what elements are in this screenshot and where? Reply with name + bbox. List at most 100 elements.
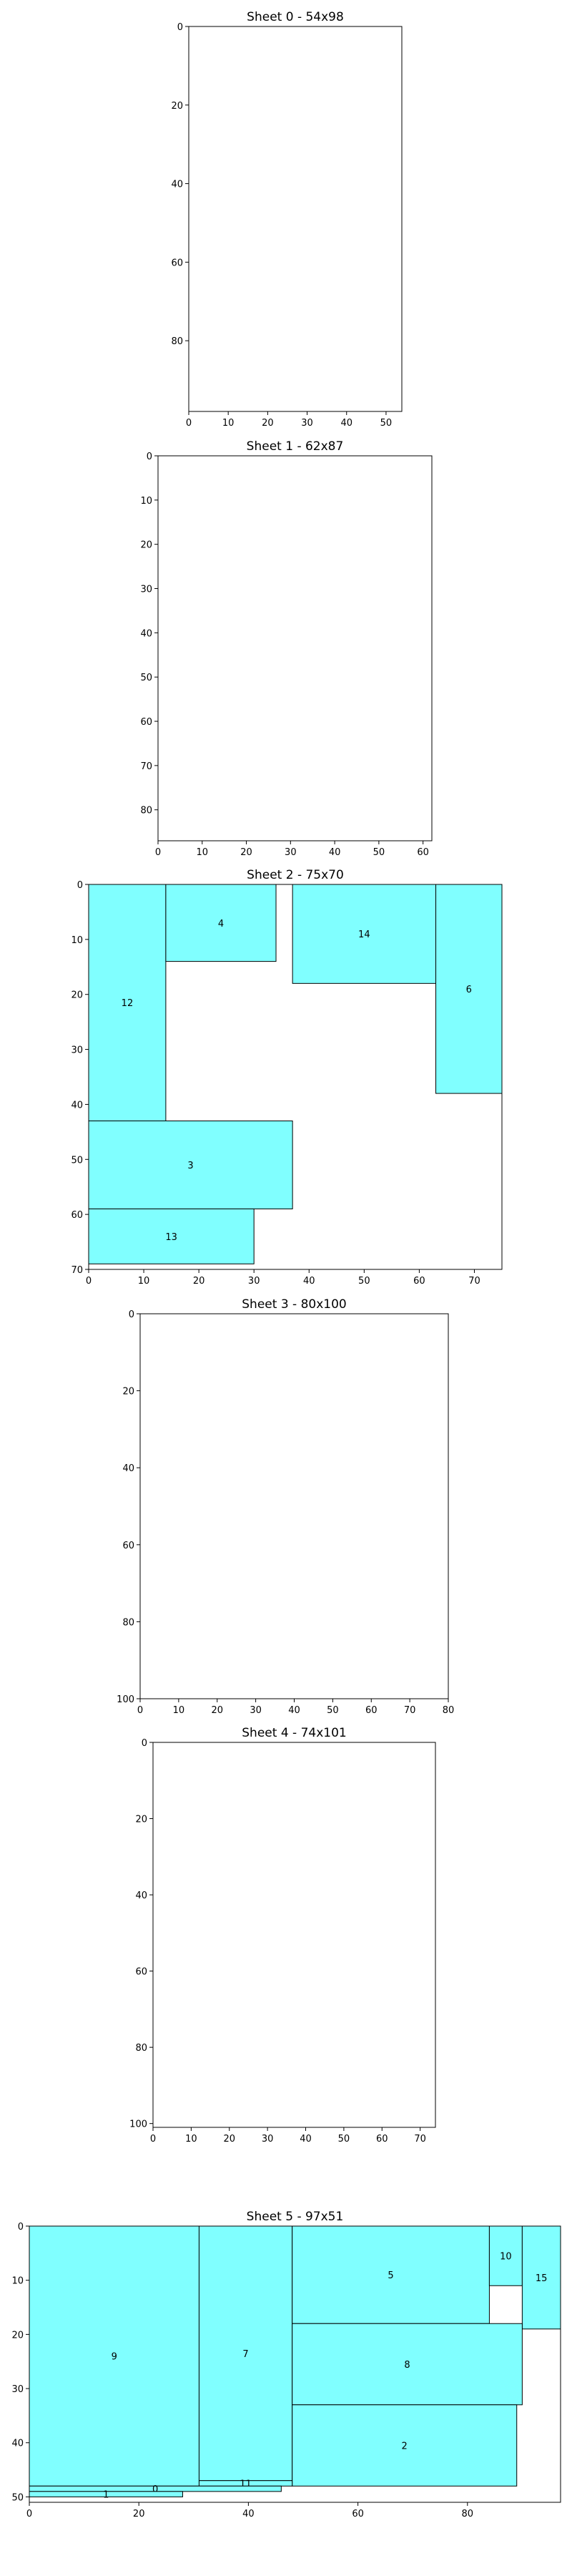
y-tick-label: 20: [122, 1387, 134, 1397]
x-tick-label: 20: [262, 418, 274, 429]
y-tick-label: 50: [11, 2492, 24, 2503]
x-tick-label: 20: [211, 1705, 223, 1716]
piece-rect: [292, 884, 437, 984]
y-tick-label: 50: [71, 1155, 83, 1166]
y-tick-label: 60: [171, 258, 183, 268]
y-tick-label: 0: [77, 880, 83, 891]
x-tick-label: 40: [340, 418, 352, 429]
x-tick-label: 60: [417, 847, 429, 858]
piece-label: 2: [402, 2441, 408, 2452]
y-tick-label: 80: [171, 336, 183, 347]
y-tick-label: 30: [11, 2384, 24, 2395]
x-tick-label: 60: [352, 2509, 364, 2519]
x-tick-label: 20: [133, 2509, 145, 2519]
piece-label: 9: [112, 2352, 117, 2363]
x-tick-label: 50: [327, 1705, 339, 1716]
x-tick-label: 70: [468, 1276, 480, 1287]
sheet-title: Sheet 0 - 54x98: [247, 10, 344, 24]
piece-label: 10: [500, 2252, 512, 2263]
x-tick-label: 70: [404, 1705, 416, 1716]
piece-label: 7: [242, 2349, 248, 2360]
piece-rect: [29, 2225, 199, 2487]
axes-border: [88, 884, 503, 1270]
x-tick-label: 60: [413, 1276, 425, 1287]
piece-rect: [292, 2323, 523, 2406]
y-tick-label: 100: [117, 1694, 134, 1705]
piece-rect: [88, 1208, 255, 1264]
axes-border: [157, 455, 433, 841]
x-tick-label: 30: [262, 2134, 274, 2145]
y-tick-label: 10: [140, 496, 152, 507]
y-tick-label: 40: [71, 1100, 83, 1111]
piece-label: 0: [152, 2484, 158, 2495]
axes-frame: [157, 455, 433, 841]
x-tick-label: 10: [222, 418, 235, 429]
sheet-4: Sheet 4 - 74x101 0 10 20 30 40 50 60 70 0 20 40 60 80…: [129, 1726, 436, 2145]
x-tick-label: 10: [197, 847, 209, 858]
x-tick-label: 0: [86, 1276, 92, 1287]
y-tick-label: 60: [122, 1541, 134, 1551]
x-tick-label: 40: [288, 1705, 300, 1716]
x-tick-label: 10: [173, 1705, 185, 1716]
y-tick-label: 0: [147, 452, 152, 462]
x-tick-label: 40: [303, 1276, 315, 1287]
y-tick-label: 100: [129, 2119, 147, 2130]
x-tick-label: 40: [300, 2134, 312, 2145]
piece-label: 12: [122, 998, 134, 1009]
y-tick-label: 0: [18, 2222, 24, 2233]
y-tick-label: 20: [171, 101, 183, 112]
x-tick-label: 50: [373, 847, 385, 858]
sheet-title: Sheet 5 - 97x51: [247, 2210, 344, 2224]
x-tick-label: 80: [462, 2509, 474, 2519]
y-tick-label: 0: [142, 1738, 147, 1749]
x-tick-label: 20: [223, 2134, 235, 2145]
x-tick-label: 30: [301, 418, 313, 429]
piece-rect: [198, 2225, 293, 2482]
x-tick-label: 50: [358, 1276, 370, 1287]
sheet-3: Sheet 3 - 80x100 0 10 20 30 40 50 60 70 80 0 20 40 60…: [117, 1297, 454, 1716]
y-tick-label: 20: [11, 2330, 24, 2341]
piece-rect: [165, 884, 277, 962]
y-tick-label: 30: [140, 585, 152, 595]
piece-rect: [488, 2225, 523, 2286]
y-tick-label: 80: [122, 1617, 134, 1628]
y-tick-label: 60: [135, 1967, 147, 1978]
sheet-title: Sheet 1 - 62x87: [247, 439, 344, 454]
y-tick-label: 10: [71, 935, 83, 946]
y-tick-label: 20: [140, 540, 152, 551]
x-tick-label: 10: [185, 2134, 197, 2145]
x-tick-label: 30: [250, 1705, 262, 1716]
y-tick-label: 10: [11, 2276, 24, 2287]
piece-label: 5: [388, 2270, 393, 2281]
x-tick-label: 40: [329, 847, 341, 858]
piece-label: 15: [536, 2273, 548, 2284]
x-tick-label: 30: [248, 1276, 260, 1287]
piece-label: 4: [218, 919, 224, 930]
axes-border: [188, 26, 403, 412]
x-tick-label: 0: [186, 418, 192, 429]
y-tick-label: 20: [135, 1815, 147, 1825]
x-tick-label: 50: [338, 2134, 350, 2145]
piece-rect: [292, 2225, 490, 2324]
piece-rect: [88, 1120, 293, 1209]
piece-label: 8: [404, 2360, 410, 2371]
x-tick-label: 0: [150, 2134, 156, 2145]
sheet-1: Sheet 1 - 62x87 0 10 20 30 40 50 60 0 10 20 30 40 50 6…: [140, 439, 433, 858]
x-tick-label: 80: [443, 1705, 455, 1716]
piece-label: 13: [165, 1232, 177, 1243]
x-tick-label: 20: [193, 1276, 205, 1287]
x-tick-label: 20: [240, 847, 252, 858]
x-tick-label: 70: [414, 2134, 426, 2145]
x-tick-label: 0: [26, 2509, 32, 2519]
y-tick-label: 20: [71, 990, 83, 1001]
piece-rect: [521, 2225, 561, 2330]
piece-label: 6: [466, 985, 472, 995]
y-tick-label: 80: [140, 806, 152, 816]
y-tick-label: 50: [140, 673, 152, 683]
piece-label: 14: [358, 930, 370, 940]
piece-rect: [292, 2404, 518, 2487]
axes-border: [29, 2225, 561, 2503]
x-tick-label: 30: [285, 847, 297, 858]
